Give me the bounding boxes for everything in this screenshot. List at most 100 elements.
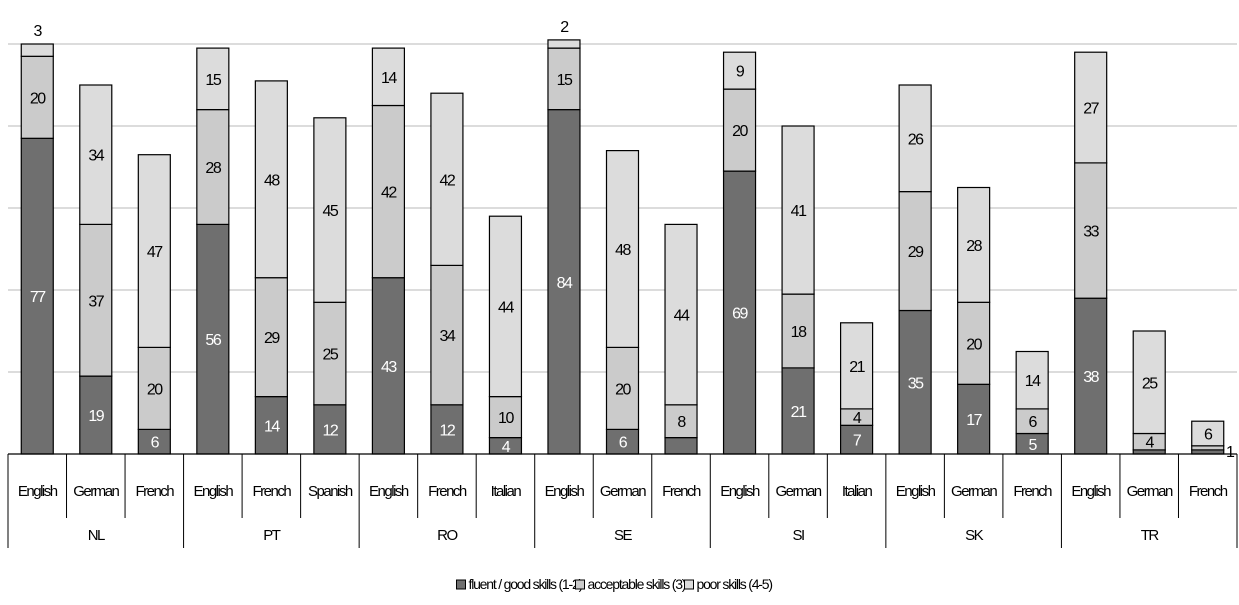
tick-label: English bbox=[369, 483, 409, 500]
bar-RO-Italian: 4 10 44 bbox=[488, 215, 523, 456]
bar-segment bbox=[137, 346, 171, 430]
legend: fluent / good skills (1-2) acceptable ski… bbox=[456, 576, 774, 592]
bar-segment bbox=[254, 396, 288, 455]
bar-segment bbox=[196, 223, 230, 455]
data-label: 6 bbox=[619, 435, 628, 452]
group-label: SI bbox=[792, 527, 804, 544]
data-label: 3 bbox=[34, 23, 43, 40]
bar-SI-German: 21 18 41 bbox=[781, 125, 815, 455]
data-label: 44 bbox=[674, 308, 690, 325]
bar-segment bbox=[254, 277, 288, 398]
data-label: 12 bbox=[440, 422, 456, 439]
data-label: 8 bbox=[677, 414, 686, 431]
tick-label: German bbox=[1127, 483, 1173, 500]
bar-segment bbox=[1191, 420, 1225, 447]
bar-segment bbox=[781, 293, 815, 369]
data-label: 69 bbox=[732, 306, 748, 323]
bar-PT-Spanish: 12 25 45 bbox=[313, 117, 347, 455]
data-label: 9 bbox=[736, 64, 745, 81]
tick-label: French bbox=[253, 483, 292, 500]
data-label: 10 bbox=[498, 410, 514, 427]
data-label: 48 bbox=[264, 172, 280, 189]
data-label: 45 bbox=[322, 203, 338, 220]
bar-segment bbox=[664, 404, 698, 439]
bar-segment bbox=[430, 264, 464, 406]
data-label: 29 bbox=[264, 330, 280, 347]
data-label: 20 bbox=[30, 90, 46, 107]
bar-segment bbox=[1132, 330, 1166, 435]
bar-segment bbox=[547, 47, 581, 111]
group-label: PT bbox=[263, 527, 281, 544]
data-label: 2 bbox=[560, 19, 569, 36]
bar-segment bbox=[371, 277, 406, 455]
tick-label: German bbox=[951, 483, 997, 500]
bar-segment bbox=[605, 150, 640, 349]
tick-label: German bbox=[775, 483, 821, 500]
data-label: 18 bbox=[791, 324, 807, 341]
data-label: 19 bbox=[88, 408, 104, 425]
bar-SK-English: 35 29 26 bbox=[898, 84, 932, 455]
data-label: 14 bbox=[1025, 373, 1041, 390]
bar-SK-French: 5 6 14 bbox=[1015, 350, 1049, 455]
data-label: 4 bbox=[502, 439, 511, 456]
data-label: 17 bbox=[966, 412, 982, 429]
bar-segment bbox=[1191, 449, 1225, 455]
legend-label: acceptable skills (3) bbox=[588, 576, 686, 592]
bar-segment bbox=[839, 322, 874, 410]
bar-RO-English: 43 42 14 bbox=[371, 47, 406, 455]
data-label: 34 bbox=[440, 328, 456, 345]
tick-label: English bbox=[193, 483, 233, 500]
bar-segment bbox=[605, 346, 640, 430]
data-label: 48 bbox=[615, 242, 631, 259]
bar-segment bbox=[722, 51, 757, 90]
tick-label: German bbox=[73, 483, 119, 500]
bar-segment bbox=[664, 437, 698, 455]
data-label: 15 bbox=[557, 72, 573, 89]
group-label: RO bbox=[437, 527, 457, 544]
group-label: NL bbox=[88, 527, 105, 544]
bar-segment bbox=[20, 137, 54, 455]
bar-segment bbox=[664, 223, 698, 406]
data-label: 56 bbox=[205, 332, 221, 349]
tick-label: German bbox=[600, 483, 646, 500]
bar-segment bbox=[547, 108, 581, 455]
bar-segment bbox=[20, 43, 54, 57]
bar-segment bbox=[1015, 350, 1049, 410]
data-label: 42 bbox=[381, 185, 397, 202]
data-label: 1 bbox=[1226, 444, 1235, 461]
data-label: 20 bbox=[147, 381, 163, 398]
bar-segment bbox=[20, 55, 54, 139]
legend-swatch bbox=[684, 579, 694, 590]
bar-segment bbox=[898, 84, 932, 193]
tick-label: English bbox=[720, 483, 760, 500]
bar-segment bbox=[254, 80, 288, 279]
bar-TR-German: 4 25 bbox=[1132, 330, 1166, 455]
bar-segment bbox=[488, 215, 523, 398]
data-label: 41 bbox=[791, 203, 807, 220]
data-label: 20 bbox=[732, 123, 748, 140]
tick-label: French bbox=[135, 483, 174, 500]
data-label: 44 bbox=[498, 299, 514, 316]
tick-label: French bbox=[1013, 483, 1052, 500]
bar-SI-English: 69 20 9 bbox=[722, 51, 757, 455]
bar-NL-German: 19 37 34 bbox=[79, 84, 113, 455]
legend-item: fluent / good skills (1-2) bbox=[456, 576, 584, 592]
bar-segment bbox=[839, 424, 874, 455]
bar-segment bbox=[313, 301, 347, 406]
tick-label: Italian bbox=[842, 483, 873, 500]
data-label: 26 bbox=[908, 131, 924, 148]
data-label: 84 bbox=[557, 275, 573, 292]
data-label: 42 bbox=[440, 172, 456, 189]
legend-label: fluent / good skills (1-2) bbox=[469, 576, 583, 592]
data-label: 20 bbox=[966, 336, 982, 353]
bar-SI-Italian: 7 4 21 bbox=[839, 322, 874, 455]
tick-label: French bbox=[1189, 483, 1228, 500]
data-label: 47 bbox=[147, 244, 163, 261]
bar-segment bbox=[430, 92, 464, 266]
bar-segment bbox=[1191, 445, 1225, 451]
bars: 7720319373462047562815142948122545434214… bbox=[20, 19, 1237, 461]
bar-TR-French: 16 bbox=[1191, 420, 1237, 461]
data-label: 28 bbox=[966, 238, 982, 255]
tick-label: English bbox=[896, 483, 936, 500]
